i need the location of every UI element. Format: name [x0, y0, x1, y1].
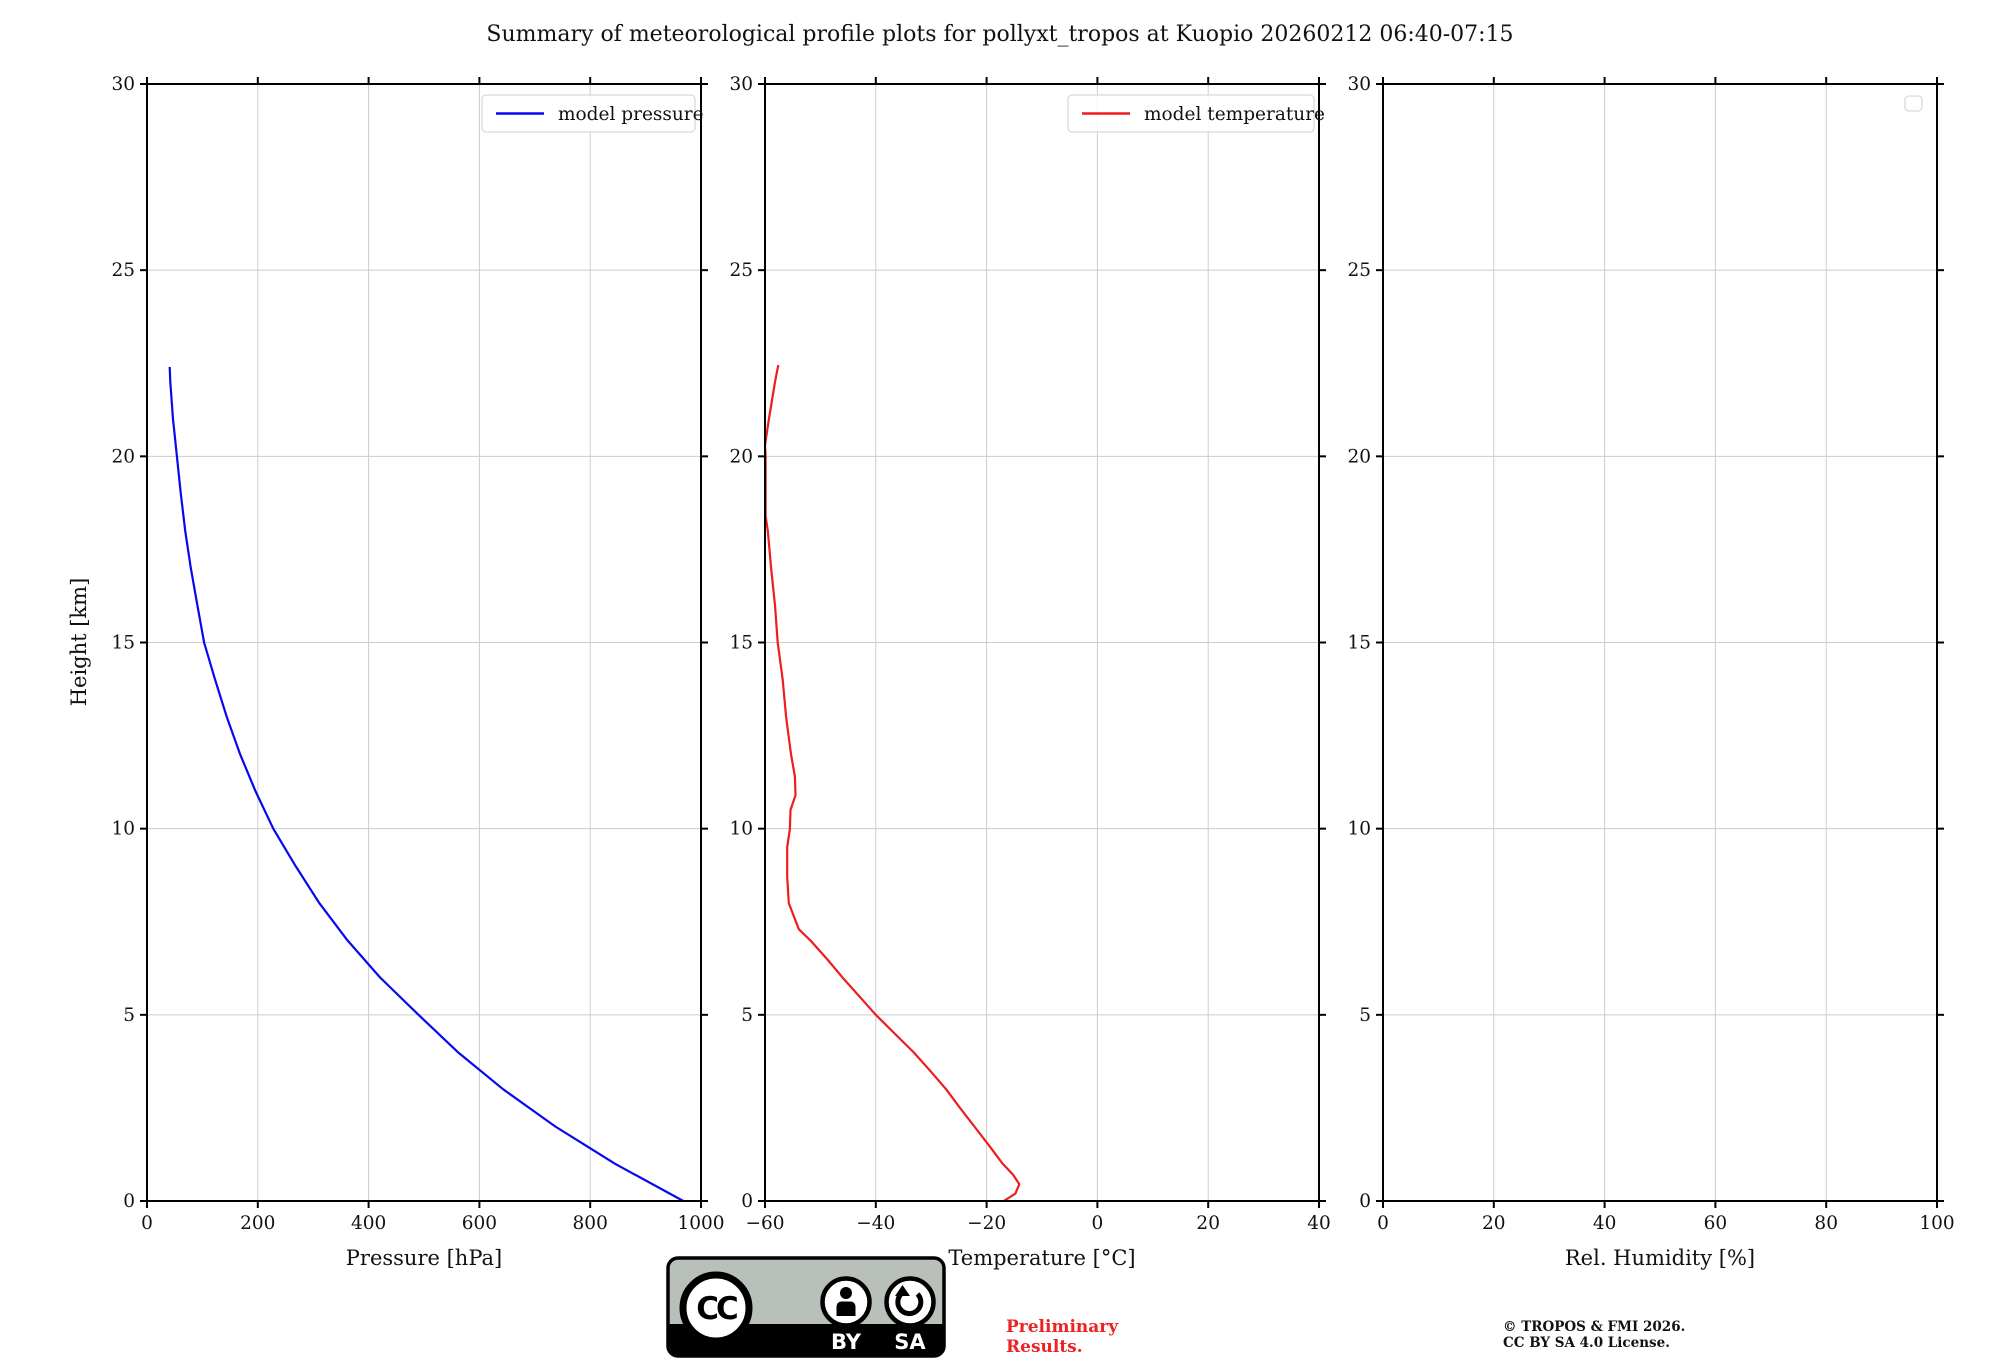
- x-tick-label: 40: [1593, 1213, 1617, 1234]
- model-temperature-line: [763, 364, 1021, 1202]
- y-tick-label: 0: [741, 1191, 753, 1212]
- y-tick-label: 25: [1347, 260, 1371, 281]
- y-tick-label: 5: [741, 1005, 753, 1026]
- x-tick-label: 20: [1196, 1213, 1220, 1234]
- copyright-line2: CC BY SA 4.0 License.: [1503, 1334, 1670, 1351]
- x-tick-label: −40: [856, 1213, 895, 1234]
- y-tick-label: 15: [1347, 633, 1371, 654]
- x-tick-label: 800: [573, 1213, 608, 1234]
- svg-text:CC: CC: [696, 1291, 737, 1327]
- y-tick-label: 10: [1347, 819, 1371, 840]
- page-title: Summary of meteorological profile plots …: [486, 22, 1514, 47]
- x-tick-label: 60: [1704, 1213, 1728, 1234]
- humidity-plot: 0 20 40 60 80 100 0 5 10 15 20 25 30 Rel. Humidity [%…: [1347, 74, 1954, 1270]
- preliminary-line2: Results.: [1006, 1337, 1083, 1357]
- legend-box: [481, 94, 696, 133]
- y-tick-label: 30: [111, 74, 135, 95]
- x-tick-label: 0: [141, 1213, 153, 1234]
- x-axis-label: Rel. Humidity [%]: [1565, 1246, 1755, 1270]
- by-label: BY: [831, 1330, 862, 1354]
- y-tick-label: 25: [729, 260, 753, 281]
- legend-label: model temperature: [1144, 104, 1325, 125]
- y-tick-label: 0: [1359, 1191, 1371, 1212]
- y-tick-label: 10: [111, 819, 135, 840]
- x-tick-label: −20: [967, 1213, 1006, 1234]
- y-tick-label: 30: [1347, 74, 1371, 95]
- x-tick-label: 0: [1377, 1213, 1389, 1234]
- x-tick-label: 0: [1092, 1213, 1104, 1234]
- x-axis-label: Temperature [°C]: [948, 1246, 1135, 1270]
- x-tick-label: 100: [1919, 1213, 1954, 1234]
- attribution-person-icon: [820, 1276, 872, 1328]
- preliminary-results-note: Preliminary Results.: [1006, 1317, 1118, 1357]
- y-tick-label: 15: [729, 633, 753, 654]
- model-pressure-line: [168, 366, 684, 1202]
- y-tick-label: 5: [1359, 1005, 1371, 1026]
- x-tick-label: 40: [1307, 1213, 1331, 1234]
- pressure-plot: 0 200 400 600 800 1000 0 5 10 15 20 25 30 Pressure [h…: [67, 74, 725, 1270]
- legend: [1904, 95, 1923, 112]
- y-tick-label: 20: [111, 446, 135, 467]
- y-axis-label: Height [km]: [67, 578, 91, 707]
- x-tick-label: 600: [462, 1213, 497, 1234]
- y-tick-label: 15: [111, 633, 135, 654]
- x-tick-label: 400: [351, 1213, 386, 1234]
- legend-box: [1904, 95, 1923, 112]
- y-tick-label: 25: [111, 260, 135, 281]
- y-tick-label: 20: [729, 446, 753, 467]
- temperature-plot: −60 −40 −20 0 20 40 0 5 10 15 20 25 30 Temperature [°…: [729, 74, 1330, 1270]
- cc-logo-icon: CC: [679, 1271, 753, 1345]
- x-tick-label: −60: [745, 1213, 784, 1234]
- legend: model temperature: [1067, 94, 1325, 133]
- y-tick-label: 0: [123, 1191, 135, 1212]
- share-alike-icon: [884, 1276, 936, 1328]
- copyright-note: © TROPOS & FMI 2026. CC BY SA 4.0 Licens…: [1503, 1319, 1686, 1351]
- cc-license-badge: CC BY SA: [666, 1256, 946, 1358]
- y-tick-label: 5: [123, 1005, 135, 1026]
- preliminary-line1: Preliminary: [1006, 1317, 1119, 1337]
- legend-label: model pressure: [558, 104, 704, 125]
- y-tick-label: 20: [1347, 446, 1371, 467]
- legend-box: [1067, 94, 1315, 133]
- x-axis-label: Pressure [hPa]: [346, 1246, 502, 1270]
- x-tick-label: 20: [1482, 1213, 1506, 1234]
- sa-label: SA: [894, 1330, 926, 1354]
- x-tick-label: 200: [240, 1213, 275, 1234]
- y-tick-label: 30: [729, 74, 753, 95]
- y-tick-label: 10: [729, 819, 753, 840]
- legend: model pressure: [481, 94, 704, 133]
- copyright-line1: © TROPOS & FMI 2026.: [1503, 1319, 1686, 1335]
- x-tick-label: 80: [1814, 1213, 1838, 1234]
- x-tick-label: 1000: [677, 1213, 724, 1234]
